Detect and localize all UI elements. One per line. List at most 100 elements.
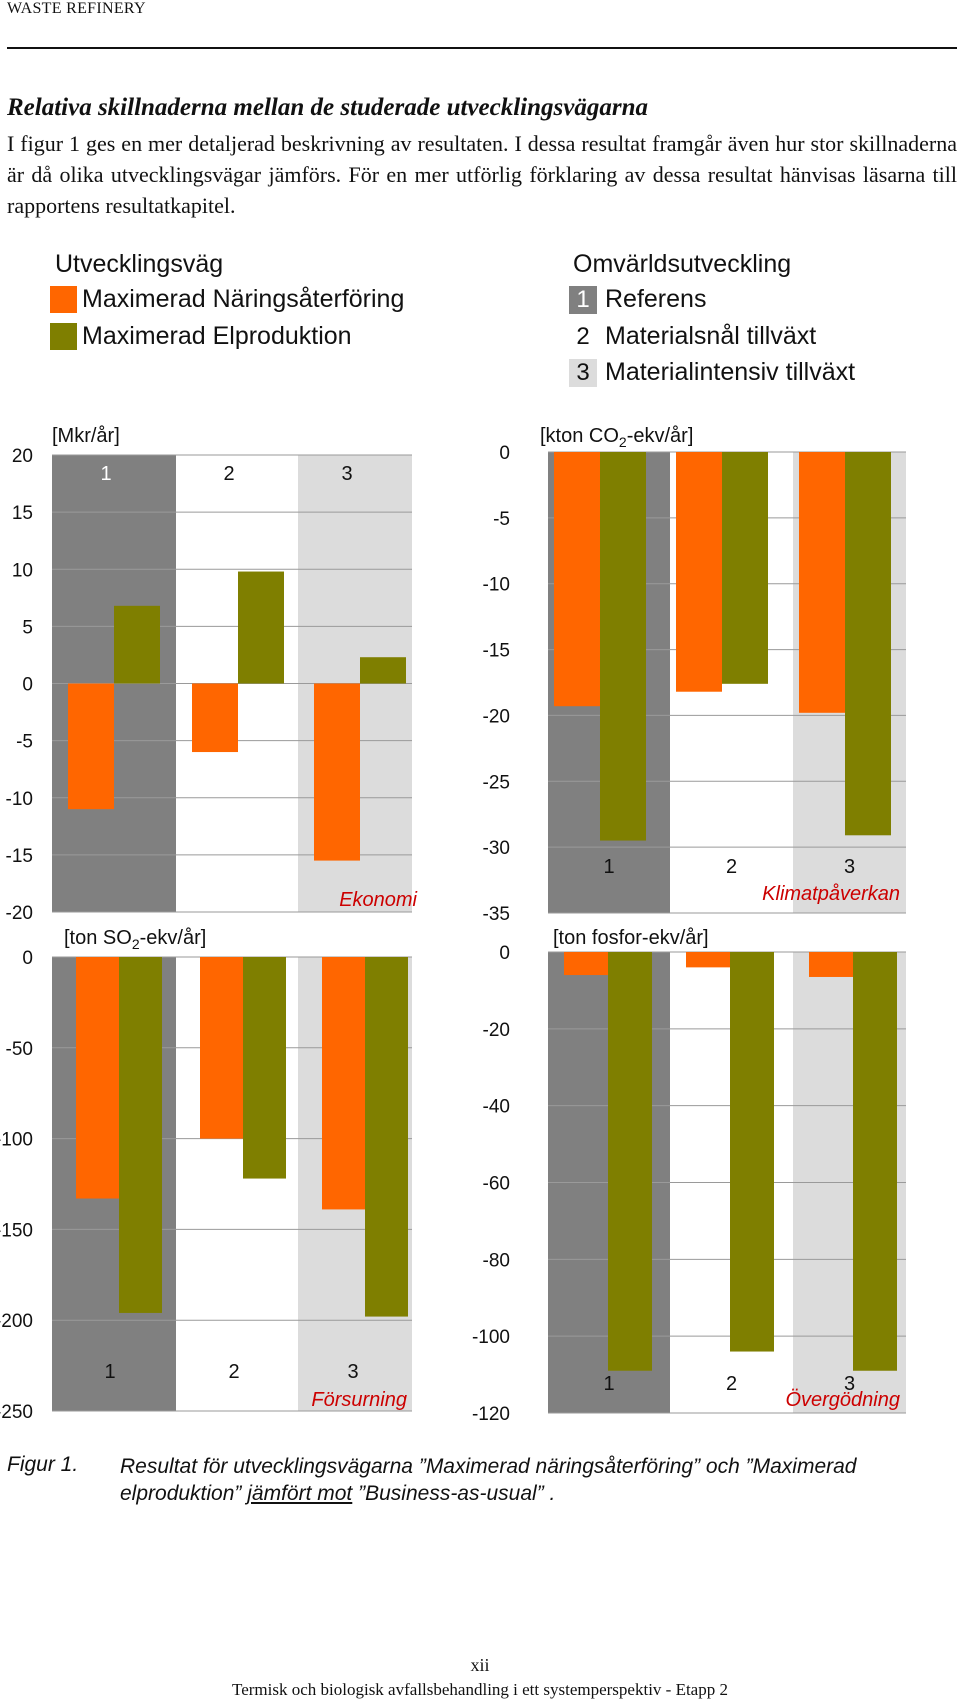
overgodning-bar-el-1 — [608, 952, 652, 1371]
klimat-category-label: 1 — [603, 856, 614, 878]
overgodning-ytick-label: -60 — [483, 1174, 510, 1195]
klimat-bar-el-1 — [600, 452, 646, 841]
overgodning-ytick-label: -100 — [472, 1327, 510, 1348]
forsurning-ytick-label: -150 — [0, 1220, 33, 1241]
legend-swatch-el — [50, 323, 77, 350]
overgodning-ytick-label: -80 — [483, 1250, 510, 1271]
klimat-ytick-label: -35 — [483, 904, 510, 925]
forsurning-bar-el-2 — [243, 957, 286, 1179]
overgodning-bar-naring-2 — [686, 952, 730, 968]
scenario-item-3: 3 Materialintensiv tillväxt — [569, 358, 855, 387]
forsurning-ytick-label: -100 — [0, 1130, 33, 1151]
ekonomi-bar-el-3 — [360, 657, 406, 684]
klimat-category-label: 3 — [844, 856, 855, 878]
klimat-ytick-label: -25 — [483, 772, 510, 793]
ekonomi-category-label: 1 — [100, 463, 111, 485]
forsurning-unit-label: [ton SO2-ekv/år] — [64, 927, 206, 952]
forsurning-ytick-label: 0 — [22, 948, 33, 969]
klimat-unit-label: [kton CO2-ekv/år] — [540, 425, 693, 450]
klimat-ytick-label: 0 — [499, 443, 510, 464]
klimat-category-label: 2 — [726, 856, 737, 878]
overgodning-unit-label: [ton fosfor-ekv/år] — [553, 927, 709, 949]
klimat-chart-title: Klimatpåverkan — [762, 883, 900, 905]
overgodning-category-label: 1 — [603, 1373, 614, 1395]
klimat-ytick-label: -20 — [483, 706, 510, 727]
scenario-number-2: 2 — [569, 322, 597, 351]
overgodning-ytick-label: -120 — [472, 1404, 510, 1425]
legend-item-naring: Maximerad Näringsåterföring — [50, 285, 404, 314]
ekonomi-ytick-label: -10 — [6, 789, 33, 810]
klimat-ytick-label: -15 — [483, 641, 510, 662]
forsurning-category-label: 1 — [104, 1361, 115, 1383]
caption-text-post: ”Business-as-usual” . — [352, 1482, 556, 1505]
overgodning-category-label: 2 — [726, 1373, 737, 1395]
caption-text-pre: Resultat för utvecklingsvägarna ”Maximer… — [120, 1455, 857, 1505]
klimat-bar-el-3 — [845, 452, 891, 836]
section-heading: Relativa skillnaderna mellan de studerad… — [7, 94, 648, 121]
forsurning-ytick-label: -200 — [0, 1311, 33, 1332]
page-header-title: WASTE REFINERY — [7, 0, 146, 17]
forsurning-category-label: 3 — [347, 1361, 358, 1383]
overgodning-ytick-label: 0 — [499, 943, 510, 964]
ekonomi-ytick-label: -15 — [6, 846, 33, 867]
overgodning-ytick-label: -40 — [483, 1097, 510, 1118]
scenario-item-1: 1 Referens — [569, 285, 706, 314]
klimat-ytick-label: -30 — [483, 838, 510, 859]
legend-item-el: Maximerad Elproduktion — [50, 322, 352, 351]
klimat-bar-naring-1 — [554, 452, 600, 707]
klimat-bar-el-2 — [722, 452, 768, 684]
forsurning-category-label: 2 — [228, 1361, 239, 1383]
ekonomi-category-label: 3 — [341, 463, 352, 485]
intro-paragraph: I figur 1 ges en mer detaljerad beskrivn… — [7, 131, 957, 218]
klimat-bar-naring-2 — [676, 452, 722, 692]
legend-label-el: Maximerad Elproduktion — [82, 322, 352, 350]
overgodning-chart-title: Övergödning — [785, 1389, 900, 1411]
klimat-bar-naring-3 — [799, 452, 845, 713]
caption-text-underlined: jämfört mot — [247, 1482, 353, 1505]
ekonomi-ytick-label: 5 — [22, 617, 33, 638]
ekonomi-bar-naring-3 — [314, 683, 360, 861]
forsurning-ytick-label: -250 — [0, 1402, 33, 1423]
scenario-legend-title: Omvärldsutveckling — [573, 250, 792, 278]
ekonomi-ytick-label: 0 — [22, 675, 33, 696]
figure-label: Figur 1. — [7, 1453, 79, 1476]
ekonomi-category-label: 2 — [223, 463, 234, 485]
ekonomi-bar-naring-1 — [68, 683, 114, 810]
figure-caption: Resultat för utvecklingsvägarna ”Maximer… — [120, 1453, 940, 1507]
ekonomi-bar-naring-2 — [192, 683, 238, 753]
scenario-label-2: Materialsnål tillväxt — [605, 322, 817, 350]
klimat-ytick-label: -10 — [483, 575, 510, 596]
ekonomi-ytick-label: -20 — [6, 903, 33, 924]
overgodning-category-label: 3 — [844, 1373, 855, 1395]
forsurning-bar-naring-3 — [322, 957, 365, 1210]
forsurning-ytick-label: -50 — [6, 1039, 33, 1060]
forsurning-bar-el-1 — [119, 957, 162, 1313]
legend-title: Utvecklingsväg — [55, 250, 224, 278]
ekonomi-bar-el-2 — [238, 571, 284, 684]
forsurning-bar-naring-1 — [76, 957, 119, 1199]
ekonomi-bar-el-1 — [114, 605, 160, 684]
scenario-number-3: 3 — [569, 358, 597, 387]
overgodning-bar-el-3 — [853, 952, 897, 1371]
overgodning-bar-naring-1 — [564, 952, 608, 976]
overgodning-bar-el-2 — [730, 952, 774, 1352]
scenario-label-3: Materialintensiv tillväxt — [605, 358, 856, 386]
footer-text: Termisk och biologisk avfallsbehandling … — [232, 1680, 728, 1699]
ekonomi-chart-title: Ekonomi — [339, 889, 417, 911]
forsurning-bar-naring-2 — [200, 957, 243, 1139]
overgodning-ytick-label: -20 — [483, 1020, 510, 1041]
scenario-number-1: 1 — [569, 285, 597, 314]
klimat-ytick-label: -5 — [493, 509, 510, 530]
ekonomi-ytick-label: 20 — [12, 446, 33, 467]
page-number: xii — [470, 1655, 490, 1675]
ekonomi-ytick-label: -5 — [16, 732, 33, 753]
ekonomi-ytick-label: 10 — [12, 560, 33, 581]
ekonomi-ytick-label: 15 — [12, 503, 33, 524]
legend-swatch-naring — [50, 286, 77, 313]
legend-label-naring: Maximerad Näringsåterföring — [82, 285, 405, 313]
overgodning-bar-naring-3 — [809, 952, 853, 977]
ekonomi-unit-label: [Mkr/år] — [52, 425, 120, 447]
scenario-item-2: 2 Materialsnål tillväxt — [569, 322, 816, 351]
scenario-label-1: Referens — [605, 285, 707, 313]
